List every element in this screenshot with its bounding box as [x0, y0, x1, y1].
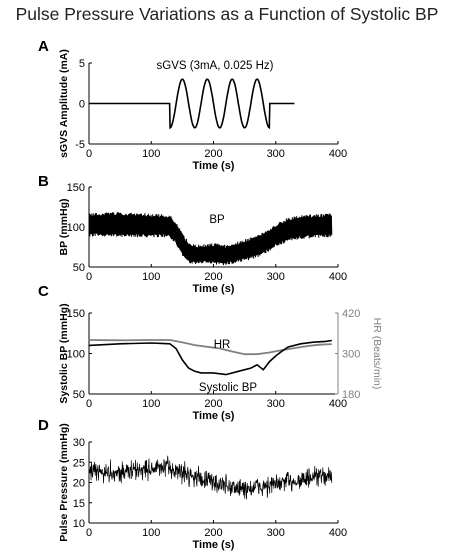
- y-tick-label: 100: [67, 222, 85, 234]
- panel-letter: D: [38, 417, 49, 434]
- y2-axis-label: HR (Beats/min): [371, 318, 383, 390]
- x-axis-label: Time (s): [193, 410, 235, 422]
- y-tick-label: -5: [75, 139, 85, 151]
- y-tick-label: 0: [79, 99, 85, 111]
- x-tick-label: 300: [267, 398, 285, 410]
- y-axis-label: Systolic BP (mmHg): [58, 303, 70, 403]
- y-tick-label: 150: [67, 308, 85, 320]
- sgvs-annotation: sGVS (3mA, 0.025 Hz): [157, 60, 274, 72]
- series-label-hr: HR: [214, 339, 231, 351]
- x-axis-label: Time (s): [193, 160, 235, 172]
- series-line-systolic-bp: [88, 339, 332, 376]
- y-axis-label: Pulse Pressure (mmHg): [58, 423, 70, 541]
- x-tick-label: 200: [204, 271, 222, 283]
- x-tick-label: 200: [204, 398, 222, 410]
- pulse-pressure-trace: [88, 455, 333, 500]
- x-tick-label: 300: [267, 148, 285, 160]
- x-tick-label: 100: [142, 271, 160, 283]
- x-tick-label: 400: [329, 148, 347, 160]
- bp-envelope-area: [89, 215, 332, 262]
- panel-letter: B: [38, 173, 49, 190]
- x-axis-label: Time (s): [193, 539, 235, 551]
- y-tick-label: 10: [73, 518, 85, 530]
- y-axis-label: sGVS Amplitude (mA): [58, 49, 70, 158]
- x-tick-label: 100: [142, 527, 160, 539]
- y-tick-label: 15: [73, 498, 85, 510]
- y2-tick-label: 300: [342, 349, 360, 361]
- x-tick-label: 0: [86, 527, 92, 539]
- y-tick-label: 150: [67, 182, 85, 194]
- y-tick-label: 25: [73, 457, 85, 469]
- x-tick-label: 0: [86, 148, 92, 160]
- y-tick-label: 20: [73, 478, 85, 490]
- x-tick-label: 100: [142, 398, 160, 410]
- panel-letter: C: [38, 283, 49, 300]
- x-tick-label: 400: [329, 271, 347, 283]
- panel-letter: A: [38, 38, 49, 55]
- y-tick-label: 50: [73, 389, 85, 401]
- y-tick-label: 50: [73, 262, 85, 274]
- x-tick-label: 100: [142, 148, 160, 160]
- x-tick-label: 200: [204, 148, 222, 160]
- figure-title: Pulse Pressure Variations as a Function …: [15, 4, 439, 24]
- y2-tick-label: 180: [342, 389, 360, 401]
- sgvs-waveform: [89, 78, 295, 130]
- x-tick-label: 300: [267, 527, 285, 539]
- y-axis-label: BP (mmHg): [58, 199, 70, 256]
- x-axis-label: Time (s): [193, 283, 235, 295]
- series-line-hr: [88, 339, 332, 356]
- x-tick-label: 0: [86, 398, 92, 410]
- y-tick-label: 30: [73, 437, 85, 449]
- series-label-systolic-bp: Systolic BP: [199, 382, 257, 394]
- x-tick-label: 0: [86, 271, 92, 283]
- x-tick-label: 400: [329, 398, 347, 410]
- y-tick-label: 5: [79, 58, 85, 70]
- x-tick-label: 200: [204, 527, 222, 539]
- y2-tick-label: 420: [342, 308, 360, 320]
- y-tick-label: 100: [67, 349, 85, 361]
- series-label-bp: BP: [209, 214, 225, 226]
- x-tick-label: 400: [329, 527, 347, 539]
- x-tick-label: 300: [267, 271, 285, 283]
